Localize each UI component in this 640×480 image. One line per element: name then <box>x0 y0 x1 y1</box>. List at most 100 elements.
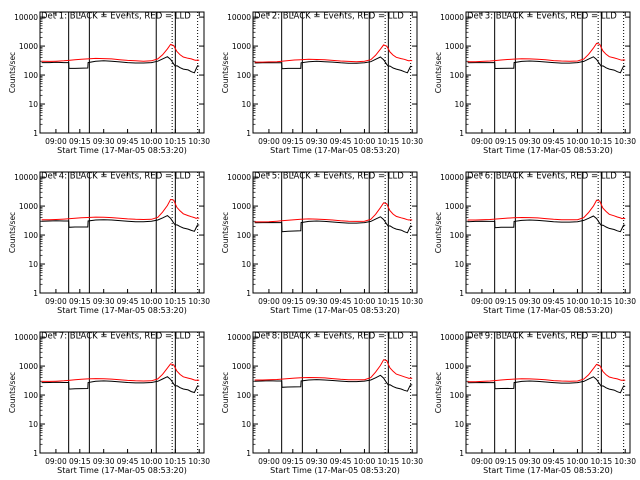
x-tick-label: 09:15 <box>495 457 517 466</box>
y-tick-label: 100 <box>450 71 465 80</box>
x-tick-label: 10:00 <box>354 137 376 146</box>
x-tick-label: 09:45 <box>543 457 565 466</box>
x-tick-label: 10:15 <box>378 137 400 146</box>
y-tick-label: 10000 <box>227 173 251 182</box>
y-tick-label: 1 <box>459 449 464 458</box>
panel-title: Det 9: BLACK = Events, RED = LLD <box>467 332 617 342</box>
y-axis-label: Counts/sec <box>434 212 443 253</box>
x-tick-label: 10:00 <box>567 137 589 146</box>
x-tick-label: 09:45 <box>117 137 139 146</box>
events-series-line <box>41 56 200 74</box>
x-tick-label: 10:30 <box>401 297 423 306</box>
x-axis-label: Start Time (17-Mar-05 08:53:20) <box>483 466 613 475</box>
y-tick-label: 10 <box>28 260 38 269</box>
y-axis-label: Counts/sec <box>434 52 443 93</box>
x-tick-label: 09:00 <box>471 457 493 466</box>
x-tick-label: 09:45 <box>330 297 352 306</box>
x-tick-label: 10:00 <box>354 457 376 466</box>
x-axis-label: Start Time (17-Mar-05 08:53:20) <box>483 146 613 155</box>
lld-series-line <box>467 363 626 383</box>
x-tick-label: 10:00 <box>141 137 163 146</box>
events-series-line <box>254 56 413 74</box>
y-tick-label: 1000 <box>445 42 464 51</box>
x-tick-label: 09:15 <box>495 297 517 306</box>
lld-series-line <box>467 199 626 221</box>
plot-frame <box>39 171 205 294</box>
x-tick-label: 09:00 <box>45 297 67 306</box>
detector-panel: Det 8: BLACK = Events, RED = LLD 09:00 09:… <box>221 331 423 475</box>
y-tick-label: 10 <box>454 260 464 269</box>
x-tick-label: 09:30 <box>519 297 541 306</box>
y-tick-label: 100 <box>237 391 252 400</box>
x-tick-label: 09:00 <box>45 137 67 146</box>
panel-title: Det 7: BLACK = Events, RED = LLD <box>41 332 191 342</box>
panel-title: Det 5: BLACK = Events, RED = LLD <box>254 172 404 182</box>
x-tick-label: 09:00 <box>258 137 280 146</box>
x-tick-label: 10:30 <box>401 137 423 146</box>
x-tick-label: 09:15 <box>69 137 91 146</box>
panel-title: Det 8: BLACK = Events, RED = LLD <box>254 332 404 342</box>
y-tick-label: 1 <box>246 129 251 138</box>
y-tick-label: 1 <box>33 129 38 138</box>
plot-frame <box>465 171 631 294</box>
x-axis-label: Start Time (17-Mar-05 08:53:20) <box>270 146 400 155</box>
y-tick-label: 1000 <box>232 42 251 51</box>
x-tick-label: 10:15 <box>165 457 187 466</box>
x-tick-label: 09:30 <box>93 297 115 306</box>
x-tick-label: 09:00 <box>258 457 280 466</box>
y-tick-label: 10000 <box>227 333 251 342</box>
x-tick-label: 09:00 <box>471 297 493 306</box>
x-tick-label: 10:15 <box>591 137 613 146</box>
y-tick-label: 1 <box>33 289 38 298</box>
y-tick-label: 100 <box>237 231 252 240</box>
lld-series-line <box>41 363 200 382</box>
y-tick-label: 1 <box>459 289 464 298</box>
events-series-line <box>467 376 626 394</box>
y-tick-label: 100 <box>450 231 465 240</box>
x-tick-label: 10:15 <box>165 137 187 146</box>
x-tick-label: 09:45 <box>543 297 565 306</box>
x-tick-label: 09:30 <box>93 137 115 146</box>
x-tick-label: 10:15 <box>165 297 187 306</box>
lld-series-line <box>254 359 413 381</box>
y-tick-label: 100 <box>24 391 39 400</box>
y-axis-label: Counts/sec <box>221 52 230 93</box>
x-tick-label: 09:00 <box>471 137 493 146</box>
x-tick-label: 10:30 <box>614 137 636 146</box>
x-tick-label: 09:30 <box>306 297 328 306</box>
x-tick-label: 10:00 <box>567 457 589 466</box>
lld-series-line <box>254 44 413 63</box>
y-tick-label: 1 <box>246 289 251 298</box>
plot-frame <box>252 171 418 294</box>
x-tick-label: 10:00 <box>141 457 163 466</box>
y-tick-label: 10 <box>241 260 251 269</box>
y-tick-label: 1 <box>246 449 251 458</box>
y-tick-label: 10 <box>28 100 38 109</box>
y-tick-label: 10 <box>241 100 251 109</box>
x-tick-label: 10:15 <box>591 297 613 306</box>
y-axis-label: Counts/sec <box>434 372 443 413</box>
y-tick-label: 10000 <box>440 333 464 342</box>
panel-title: Det 2: BLACK = Events, RED = LLD <box>254 12 404 22</box>
y-tick-label: 10000 <box>440 173 464 182</box>
y-tick-label: 1000 <box>445 202 464 211</box>
x-tick-label: 09:30 <box>306 457 328 466</box>
y-tick-label: 1000 <box>19 42 38 51</box>
lld-series-line <box>254 202 413 223</box>
x-tick-label: 09:30 <box>306 137 328 146</box>
x-tick-label: 10:30 <box>614 297 636 306</box>
x-tick-label: 10:30 <box>401 457 423 466</box>
x-tick-label: 10:00 <box>141 297 163 306</box>
events-series-line <box>41 215 200 232</box>
panel-title: Det 1: BLACK = Events, RED = LLD <box>41 12 191 22</box>
panel-title: Det 6: BLACK = Events, RED = LLD <box>467 172 617 182</box>
x-axis-label: Start Time (17-Mar-05 08:53:20) <box>483 306 613 315</box>
x-tick-label: 10:30 <box>188 297 210 306</box>
x-axis-label: Start Time (17-Mar-05 08:53:20) <box>57 466 187 475</box>
y-tick-label: 1000 <box>445 362 464 371</box>
y-axis-label: Counts/sec <box>8 52 17 93</box>
plot-frame <box>39 11 205 134</box>
y-tick-label: 1000 <box>232 202 251 211</box>
